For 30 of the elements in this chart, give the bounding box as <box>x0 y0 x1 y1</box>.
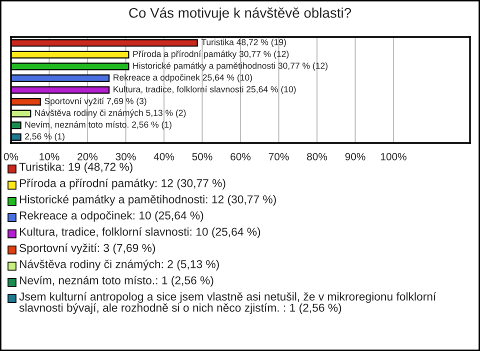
legend-label: Jsem kulturní antropolog a sice jsem vlastně asi netušil, že v mikroregionu folklorní slavnosti bývají, ale rozhodně si o nich něco zjistím. : 1 (2,56 %) <box>19 292 436 314</box>
legend-label: Turistika: 19 (48,72 %) <box>19 162 132 174</box>
data-label: Sportovní vyžití 7,69 % (3) <box>44 98 146 106</box>
legend-label: Návštěva rodiny či známých: 2 (5,13 %) <box>20 260 219 270</box>
x-tick-label: 10% <box>40 152 60 160</box>
x-tick-label: 30% <box>116 152 136 160</box>
x-tick-label: 70% <box>268 152 289 160</box>
x-tick-label: 90% <box>345 152 366 160</box>
x-tick-label: 0% <box>4 152 18 160</box>
x-tick-label: 40% <box>154 152 174 160</box>
legend-label: Nevím, neznám toto místo.: 1 (2,56 %) <box>20 276 214 287</box>
x-tick-label: 80% <box>307 152 328 160</box>
legend-label: Sportovní vyžití: 3 (7,69 %) <box>20 244 156 254</box>
legend-label: Rekreace a odpočinek: 10 (25,64 %) <box>20 211 204 222</box>
data-label: Návštěva rodiny či známých 5,13 % (2) <box>35 109 186 118</box>
legend-label: Příroda a přírodní památky: 12 (30,77 %) <box>20 178 226 190</box>
data-label: Kultura, tradice, folklorní slavnosti 25,64 % (10) <box>114 86 296 94</box>
x-tick-label: 60% <box>230 152 251 160</box>
x-tick-label: 20% <box>78 152 98 160</box>
x-tick-label: 100% <box>380 152 406 160</box>
data-label: 2,56 % (1) <box>25 133 64 142</box>
data-label: Nevím, neznám toto místo. 2,56 % (1) <box>25 121 172 130</box>
data-label: Turistika 48,72 % (19) <box>201 38 286 47</box>
x-tick-label: 50% <box>192 152 212 160</box>
data-label: Příroda a přírodní památky 30,77 % (12) <box>133 50 289 59</box>
data-label: Historické památky a pamětihodnosti 30,77 % (12) <box>133 62 328 71</box>
legend-label: Historické památky a pamětihodnosti: 12 (30,77 %) <box>20 194 276 206</box>
data-label: Rekreace a odpočinek 25,64 % (10) <box>114 74 252 82</box>
legend-label: Kultura, tradice, folklorní slavnosti: 10 (25,64 %) <box>20 227 260 238</box>
chart-title: Co Vás motivuje k návštěvě oblasti? <box>129 7 352 21</box>
